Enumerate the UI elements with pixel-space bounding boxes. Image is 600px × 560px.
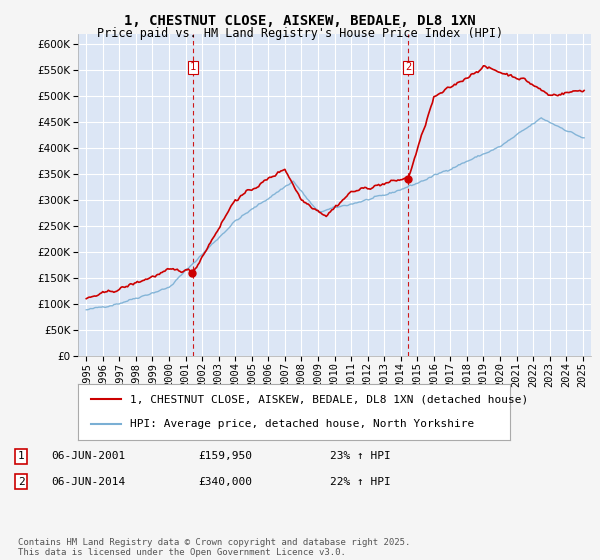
Text: Contains HM Land Registry data © Crown copyright and database right 2025.
This d: Contains HM Land Registry data © Crown c… [18, 538, 410, 557]
Text: 06-JUN-2001: 06-JUN-2001 [51, 451, 125, 461]
Text: 1, CHESTNUT CLOSE, AISKEW, BEDALE, DL8 1XN (detached house): 1, CHESTNUT CLOSE, AISKEW, BEDALE, DL8 1… [130, 394, 528, 404]
Text: Price paid vs. HM Land Registry's House Price Index (HPI): Price paid vs. HM Land Registry's House … [97, 27, 503, 40]
Text: 2: 2 [405, 62, 411, 72]
Text: 1: 1 [190, 62, 196, 72]
Text: £340,000: £340,000 [198, 477, 252, 487]
Text: HPI: Average price, detached house, North Yorkshire: HPI: Average price, detached house, Nort… [130, 419, 474, 429]
Text: 22% ↑ HPI: 22% ↑ HPI [330, 477, 391, 487]
Text: 2: 2 [17, 477, 25, 487]
Text: £159,950: £159,950 [198, 451, 252, 461]
Text: 23% ↑ HPI: 23% ↑ HPI [330, 451, 391, 461]
Text: 06-JUN-2014: 06-JUN-2014 [51, 477, 125, 487]
Text: 1, CHESTNUT CLOSE, AISKEW, BEDALE, DL8 1XN: 1, CHESTNUT CLOSE, AISKEW, BEDALE, DL8 1… [124, 14, 476, 28]
Text: 1: 1 [17, 451, 25, 461]
